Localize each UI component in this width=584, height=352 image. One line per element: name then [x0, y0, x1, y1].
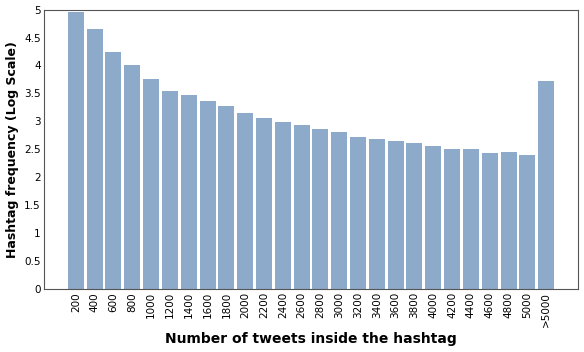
Bar [218, 106, 234, 289]
Bar [369, 139, 385, 289]
Bar [331, 132, 347, 289]
Bar [388, 141, 404, 289]
Bar [294, 125, 310, 289]
Bar [237, 113, 253, 289]
Bar [519, 155, 536, 289]
Bar [124, 65, 140, 289]
Bar [143, 80, 159, 289]
Bar [180, 95, 197, 289]
Y-axis label: Hashtag frequency (Log Scale): Hashtag frequency (Log Scale) [6, 41, 19, 258]
X-axis label: Number of tweets inside the hashtag: Number of tweets inside the hashtag [165, 332, 457, 346]
Bar [500, 152, 516, 289]
Bar [162, 91, 178, 289]
Bar [406, 143, 422, 289]
Bar [274, 122, 291, 289]
Bar [256, 118, 272, 289]
Bar [463, 149, 479, 289]
Bar [538, 81, 554, 289]
Bar [482, 153, 498, 289]
Bar [106, 51, 121, 289]
Bar [350, 137, 366, 289]
Bar [444, 149, 460, 289]
Bar [200, 101, 215, 289]
Bar [312, 129, 328, 289]
Bar [86, 29, 103, 289]
Bar [425, 146, 442, 289]
Bar [68, 12, 84, 289]
